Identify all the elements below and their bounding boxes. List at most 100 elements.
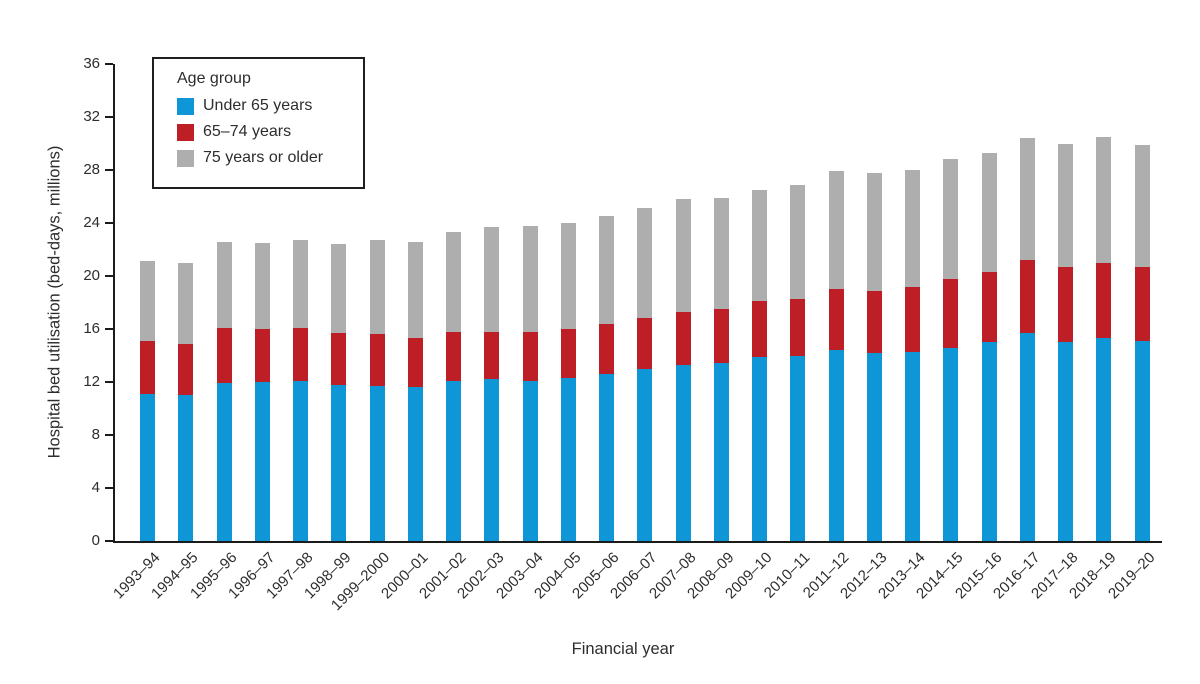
bar-segment-65-74-years <box>331 332 347 385</box>
bar-segment-under-65-years <box>1096 338 1112 541</box>
bar-segment-65-74-years <box>599 323 614 375</box>
bar-segment-75-years-or-older <box>981 152 997 273</box>
bar-segment-under-65-years <box>1058 342 1073 541</box>
bar-segment-75-years-or-older <box>675 199 691 312</box>
bar-segment-75-years-or-older <box>178 262 194 344</box>
bar-segment-75-years-or-older <box>866 172 882 291</box>
y-tick-mark <box>105 328 113 330</box>
bar-segment-75-years-or-older <box>254 242 270 329</box>
bar-segment-75-years-or-older <box>905 170 920 287</box>
legend-swatch-under-65-years <box>177 97 194 115</box>
bar-segment-65-74-years <box>369 334 385 386</box>
y-tick-mark <box>105 169 113 171</box>
bar-segment-65-74-years <box>866 290 882 353</box>
bar-segment-75-years-or-older <box>1134 144 1150 267</box>
bar-segment-under-65-years <box>752 356 767 541</box>
bar-segment-75-years-or-older <box>943 159 959 279</box>
legend-swatch-65-74-years <box>177 123 194 141</box>
bar-segment-under-65-years <box>216 383 232 541</box>
bar-segment-65-74-years <box>560 329 576 379</box>
y-tick-mark <box>105 381 113 383</box>
bar-segment-under-65-years <box>484 379 500 541</box>
y-tick-label: 12 <box>83 373 100 390</box>
bar-segment-under-65-years <box>1019 332 1035 541</box>
bar-segment-under-65-years <box>522 380 538 541</box>
bar-segment-65-74-years <box>446 331 461 381</box>
bar-segment-under-65-years <box>1134 340 1150 541</box>
bar-segment-75-years-or-older <box>484 226 500 332</box>
bar-segment-under-65-years <box>407 387 423 541</box>
bar-segment-under-65-years <box>866 352 882 541</box>
bar-segment-75-years-or-older <box>752 189 767 302</box>
bar-segment-75-years-or-older <box>446 232 461 332</box>
bar-segment-under-65-years <box>675 364 691 541</box>
bar-segment-65-74-years <box>254 329 270 382</box>
bar-segment-65-74-years <box>1134 266 1150 341</box>
bar-segment-75-years-or-older <box>331 244 347 333</box>
bar-segment-under-65-years <box>140 393 155 541</box>
y-tick-label: 24 <box>83 214 100 231</box>
bar-segment-65-74-years <box>675 311 691 365</box>
bar-segment-75-years-or-older <box>713 197 729 310</box>
legend-items: Under 65 years 65–74 years 75 years or old… <box>177 97 363 167</box>
bar-segment-65-74-years <box>407 338 423 388</box>
legend-swatch-75-years-or-older <box>177 149 194 167</box>
bar-segment-75-years-or-older <box>1019 138 1035 261</box>
bar-segment-65-74-years <box>905 286 920 352</box>
bar-segment-75-years-or-older <box>216 241 232 328</box>
bar-segment-65-74-years <box>637 318 653 369</box>
bar-segment-75-years-or-older <box>407 241 423 339</box>
legend-item-under-65-years: Under 65 years <box>177 97 363 115</box>
bar-segment-under-65-years <box>178 395 194 541</box>
bar-segment-65-74-years <box>216 327 232 384</box>
bar-segment-75-years-or-older <box>790 184 806 299</box>
bar-segment-under-65-years <box>599 374 614 541</box>
y-tick-mark <box>105 434 113 436</box>
bar-segment-under-65-years <box>560 378 576 541</box>
bar-segment-65-74-years <box>943 278 959 348</box>
bar-segment-65-74-years <box>178 343 194 396</box>
y-tick-mark <box>105 63 113 65</box>
bar-segment-75-years-or-older <box>140 261 155 341</box>
bar-segment-65-74-years <box>981 272 997 343</box>
bar-segment-75-years-or-older <box>1096 136 1112 263</box>
bar-segment-65-74-years <box>790 298 806 356</box>
bar-segment-under-65-years <box>905 351 920 541</box>
bar-segment-65-74-years <box>484 331 500 380</box>
bar-segment-65-74-years <box>522 331 538 381</box>
bar-segment-under-65-years <box>981 342 997 541</box>
bar-segment-under-65-years <box>790 355 806 541</box>
y-tick-mark <box>105 487 113 489</box>
bar-segment-65-74-years <box>140 340 155 394</box>
bar-segment-under-65-years <box>713 363 729 541</box>
y-tick-label: 28 <box>83 161 100 178</box>
y-tick-mark <box>105 540 113 542</box>
plot-area <box>113 64 1162 543</box>
y-tick-label: 16 <box>83 320 100 337</box>
y-tick-mark <box>105 116 113 118</box>
y-tick-label: 20 <box>83 267 100 284</box>
y-tick-label: 4 <box>91 479 100 496</box>
bar-segment-75-years-or-older <box>828 171 844 290</box>
bar-segment-65-74-years <box>1019 260 1035 333</box>
bar-segment-under-65-years <box>331 384 347 541</box>
y-tick-label: 32 <box>83 108 100 125</box>
bar-segment-75-years-or-older <box>369 240 385 335</box>
legend-title: Age group <box>177 70 251 87</box>
bar-segment-65-74-years <box>293 327 308 381</box>
bar-segment-65-74-years <box>1058 266 1073 343</box>
y-tick-label: 0 <box>91 532 100 549</box>
bar-segment-under-65-years <box>293 380 308 541</box>
bar-segment-75-years-or-older <box>560 223 576 329</box>
bar-segment-under-65-years <box>254 382 270 541</box>
y-axis-title: Hospital bed utilisation (bed-days, mill… <box>45 145 64 459</box>
bar-segment-under-65-years <box>943 347 959 541</box>
bar-segment-under-65-years <box>637 368 653 541</box>
bar-segment-75-years-or-older <box>522 225 538 332</box>
y-tick-label: 36 <box>83 55 100 72</box>
bar-segment-75-years-or-older <box>1058 143 1073 267</box>
bar-segment-75-years-or-older <box>293 240 308 328</box>
x-axis-title: Financial year <box>571 640 675 658</box>
legend-label: Under 65 years <box>203 97 313 114</box>
bar-segment-75-years-or-older <box>637 208 653 319</box>
